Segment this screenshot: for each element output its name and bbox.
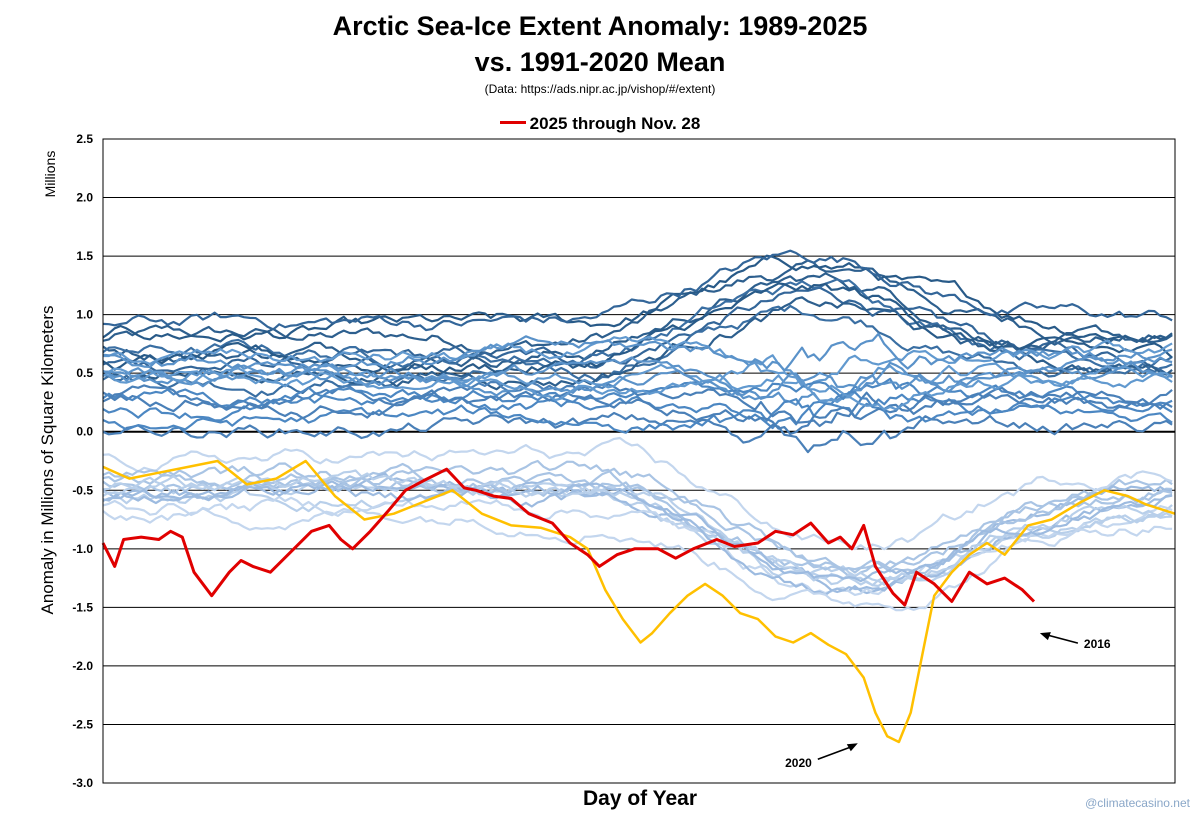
background-year-line xyxy=(102,361,1173,404)
background-year-line xyxy=(102,380,1173,428)
background-year-line xyxy=(102,278,1173,370)
y-tick-label: -3.0 xyxy=(72,776,93,790)
series-line-2025 xyxy=(101,467,1036,607)
background-year-line xyxy=(102,459,1173,575)
legend: 2025 through Nov. 28 xyxy=(0,114,1200,134)
annotation-arrow-2020 xyxy=(817,745,854,760)
annotation-2016: 2016 xyxy=(1084,637,1111,651)
chart-title-line2: vs. 1991-2020 Mean xyxy=(474,47,726,77)
background-year-line xyxy=(102,332,1173,372)
background-year-line xyxy=(102,411,1173,454)
background-year-line xyxy=(102,393,1173,434)
background-year-line xyxy=(102,360,1173,401)
legend-swatch-2025 xyxy=(499,121,526,125)
background-year-line xyxy=(102,348,1173,406)
credit-text: @climatecasino.net xyxy=(1085,796,1190,810)
background-year-line xyxy=(102,367,1173,411)
background-year-line xyxy=(102,304,1173,398)
legend-label-2025: 2025 through Nov. 28 xyxy=(529,114,701,133)
y-tick-label: 0.5 xyxy=(76,366,93,380)
background-year-line xyxy=(102,436,1173,551)
y-tick-label: 1.5 xyxy=(76,249,93,263)
series-line-2020 xyxy=(102,459,1176,744)
y-tick-label: -1.0 xyxy=(72,542,93,556)
background-series xyxy=(102,249,1173,612)
background-year-line xyxy=(102,381,1173,423)
background-year-line xyxy=(102,480,1173,596)
chart-title-line1: Arctic Sea-Ice Extent Anomaly: 1989-2025 xyxy=(332,11,868,41)
chart-subtitle: (Data: https://ads.nipr.ac.jp/vishop/#/e… xyxy=(484,82,716,96)
y-tick-label: 1.0 xyxy=(76,308,93,322)
annotations: 2016 2020 xyxy=(785,632,1111,770)
background-year-line xyxy=(102,469,1173,587)
annotation-arrowhead-2020 xyxy=(846,743,858,752)
x-axis-label: Day of Year xyxy=(582,787,697,810)
y-tick-label: 2.0 xyxy=(76,191,93,205)
background-year-line xyxy=(102,507,1173,612)
y-tick-label: 0.0 xyxy=(76,425,93,439)
background-year-line xyxy=(102,495,1173,596)
highlight-series xyxy=(101,459,1176,744)
background-year-line xyxy=(102,282,1173,374)
background-year-line xyxy=(102,384,1173,435)
annotation-2020: 2020 xyxy=(785,756,812,770)
y-tick-label: -0.5 xyxy=(72,483,93,497)
background-year-line xyxy=(102,377,1173,430)
y-tick-label: -2.0 xyxy=(72,659,93,673)
y-tick-labels: 2.5 2.0 1.5 1.0 0.5 0.0 -0.5 -1.0 -1.5 -2.0 -2.5 -3… xyxy=(72,132,93,790)
y-tick-label: -2.5 xyxy=(72,717,93,731)
annotation-arrowhead-2016 xyxy=(1039,632,1051,641)
background-year-line xyxy=(102,482,1173,583)
y-tick-label: -1.5 xyxy=(72,600,93,614)
y-tick-label: 2.5 xyxy=(76,132,93,146)
background-year-line xyxy=(102,259,1173,356)
background-year-line xyxy=(102,462,1173,578)
background-year-line xyxy=(102,249,1173,332)
plot-frame xyxy=(102,138,1176,784)
background-year-line xyxy=(102,254,1173,343)
background-year-line xyxy=(103,335,1173,390)
